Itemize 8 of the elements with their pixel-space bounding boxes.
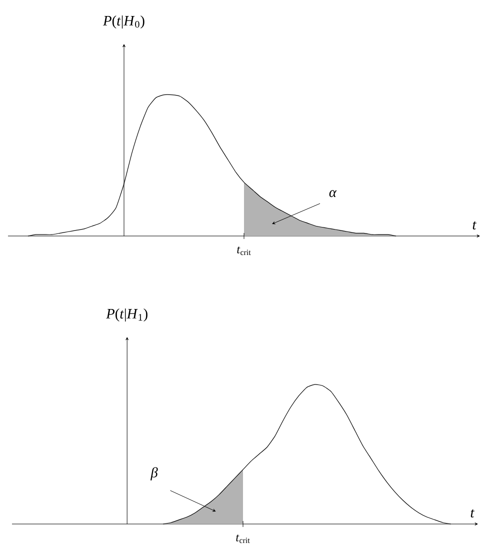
y-axis-title: P(t|H$_{1}$) xyxy=(106,308,148,322)
text: β xyxy=(150,467,158,480)
text: t$_{crit}$ xyxy=(236,534,250,544)
annotation: α xyxy=(329,190,337,198)
text: t$_{crit}$ xyxy=(237,246,251,256)
x-axis-title: t xyxy=(472,221,476,230)
y-axis-title: P(t|H$_{0}$) xyxy=(102,15,144,29)
x-axis-title: t xyxy=(470,509,474,518)
